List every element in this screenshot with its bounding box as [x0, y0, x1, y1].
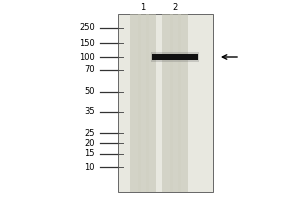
Bar — [138, 14, 141, 192]
Bar — [162, 14, 188, 192]
Bar — [170, 14, 173, 192]
Text: 150: 150 — [79, 38, 95, 47]
Bar — [118, 14, 213, 192]
Bar — [130, 14, 156, 192]
Text: 100: 100 — [79, 52, 95, 62]
Text: 20: 20 — [85, 138, 95, 148]
Text: 25: 25 — [85, 129, 95, 138]
Text: 1: 1 — [140, 3, 146, 12]
Bar — [146, 14, 149, 192]
Bar — [151, 52, 199, 62]
Bar — [178, 14, 181, 192]
Text: 50: 50 — [85, 88, 95, 97]
Text: 70: 70 — [84, 66, 95, 74]
Text: 10: 10 — [85, 162, 95, 171]
Bar — [152, 54, 198, 60]
Text: 15: 15 — [85, 150, 95, 158]
Text: 2: 2 — [172, 3, 178, 12]
Text: 35: 35 — [84, 108, 95, 116]
Text: 250: 250 — [79, 23, 95, 32]
